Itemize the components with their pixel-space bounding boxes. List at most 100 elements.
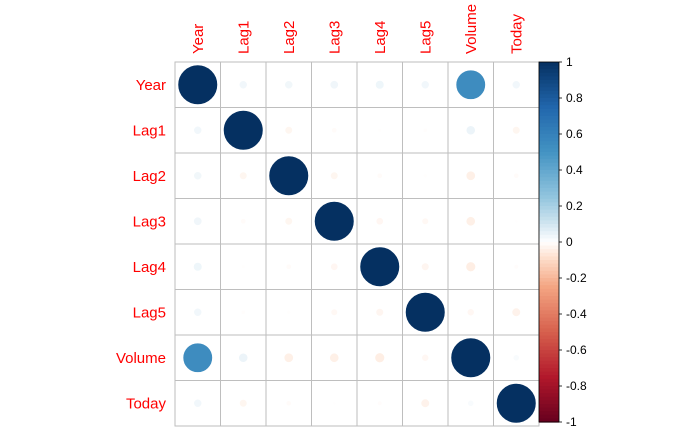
colorbar-tick-label: -0.2	[566, 271, 587, 285]
colorbar-tick-label: 0.4	[566, 163, 583, 177]
row-labels: Year Lag1 Lag2 Lag3 Lag4 Lag5 Volume Today	[116, 77, 167, 413]
colorbar-segment	[539, 414, 559, 419]
colorbar-segment	[539, 173, 559, 178]
colorbar-segment	[539, 335, 559, 340]
corr-circle-lag4-volume	[466, 262, 476, 272]
corr-circle-lag1-today	[512, 126, 520, 134]
corr-circle-lag3-lag3	[314, 201, 354, 241]
corr-circle-lag1-lag4	[378, 128, 382, 132]
colorbar-segment	[539, 101, 559, 106]
colorbar-segment	[539, 418, 559, 423]
column-label-lag5: Lag5	[417, 21, 434, 54]
colorbar-segment	[539, 116, 559, 121]
colorbar-segment	[539, 328, 559, 333]
colorbar-segment	[539, 65, 559, 70]
colorbar-segment	[539, 389, 559, 394]
colorbar-segment	[539, 314, 559, 319]
colorbar-segment	[539, 292, 559, 297]
colorbar-tick-label: 0.6	[566, 127, 583, 141]
corr-circle-today-lag4	[377, 401, 382, 406]
corr-circle-lag5-volume	[467, 309, 474, 316]
corr-circle-today-lag5	[421, 399, 430, 408]
colorbar-segment	[539, 386, 559, 391]
colorbar-segment	[539, 126, 559, 131]
colorbar-segment	[539, 299, 559, 304]
corr-circle-lag5-lag2	[287, 310, 291, 314]
corr-circle-volume-lag3	[329, 353, 339, 363]
colorbar-segment	[539, 209, 559, 214]
corr-circle-lag2-lag1	[239, 172, 247, 180]
row-label-lag5: Lag5	[133, 304, 166, 321]
colorbar-segment	[539, 249, 559, 254]
corr-circle-lag5-lag4	[376, 308, 384, 316]
colorbar-tick-label: 1	[566, 55, 573, 69]
colorbar-segment	[539, 220, 559, 225]
colorbar-segment	[539, 400, 559, 405]
colorbar-segment	[539, 303, 559, 308]
corr-circle-today-lag1	[239, 399, 247, 407]
colorbar-segment	[539, 263, 559, 268]
colorbar-segment	[539, 90, 559, 95]
colorbar-segment	[539, 216, 559, 221]
colorbar-segment	[539, 159, 559, 164]
corr-circle-year-volume	[456, 70, 486, 100]
colorbar-segment	[539, 108, 559, 113]
column-label-lag3: Lag3	[326, 21, 343, 54]
grid-cell	[402, 152, 449, 199]
corr-circle-lag1-lag5	[423, 128, 428, 133]
colorbar-segment	[539, 170, 559, 175]
colorbar-segment	[539, 378, 559, 383]
row-label-volume: Volume	[116, 350, 166, 367]
colorbar-segment	[539, 62, 559, 67]
colorbar-segment	[539, 188, 559, 193]
corr-circle-year-lag4	[375, 80, 384, 89]
corr-circle-lag2-lag4	[377, 173, 383, 179]
corr-circle-lag3-lag5	[422, 218, 429, 225]
grid-cell	[493, 61, 540, 108]
corr-circle-today-today	[496, 383, 536, 423]
corr-circle-volume-lag5	[422, 354, 429, 361]
colorbar-segment	[539, 274, 559, 279]
corr-circle-lag3-today	[514, 219, 518, 223]
colorbar-segment	[539, 281, 559, 286]
colorbar-segment	[539, 260, 559, 265]
corr-circle-lag1-year	[194, 126, 202, 134]
colorbar-segment	[539, 72, 559, 77]
colorbar-segment	[539, 382, 559, 387]
colorbar-segment	[539, 238, 559, 243]
colorbar-tick-label: -0.4	[566, 307, 587, 321]
colorbar-legend: 1 0.8 0.6 0.4 0.2 0 -0.2 -0.4 -0.6 -0.8 -1	[538, 55, 587, 429]
colorbar-segment	[539, 396, 559, 401]
colorbar-segment	[539, 148, 559, 153]
colorbar-segment	[539, 202, 559, 207]
colorbar-segment	[539, 123, 559, 128]
colorbar-segment	[539, 180, 559, 185]
corr-circle-today-year	[194, 399, 202, 407]
corr-circle-lag1-volume	[466, 125, 476, 135]
corr-circle-lag2-lag5	[423, 174, 427, 178]
colorbar-segment	[539, 332, 559, 337]
corr-circle-lag2-lag2	[269, 156, 309, 196]
colorbar-segment	[539, 130, 559, 135]
colorbar-segment	[539, 162, 559, 167]
colorbar-segment	[539, 94, 559, 99]
corr-circle-today-volume	[468, 400, 474, 406]
corr-circle-lag1-lag2	[285, 126, 293, 134]
colorbar-segment	[539, 76, 559, 81]
corr-circle-lag1-lag1	[223, 110, 263, 150]
corr-circle-lag4-year	[193, 262, 202, 271]
colorbar-segment	[539, 119, 559, 124]
colorbar-segment	[539, 198, 559, 203]
colorbar-segment	[539, 227, 559, 232]
colorbar-segment	[539, 134, 559, 139]
colorbar-segment	[539, 177, 559, 182]
column-labels: Year Lag1 Lag2 Lag3 Lag4 Lag5 Volume Today	[190, 4, 526, 54]
colorbar-segment	[539, 285, 559, 290]
corr-circle-volume-year	[183, 343, 213, 373]
corr-circle-year-lag2	[284, 80, 293, 89]
colorbar-segment	[539, 213, 559, 218]
colorbar-segment	[539, 112, 559, 117]
corr-circle-lag2-year	[193, 171, 202, 180]
corr-circle-volume-volume	[451, 338, 491, 378]
colorbar-segment	[539, 141, 559, 146]
